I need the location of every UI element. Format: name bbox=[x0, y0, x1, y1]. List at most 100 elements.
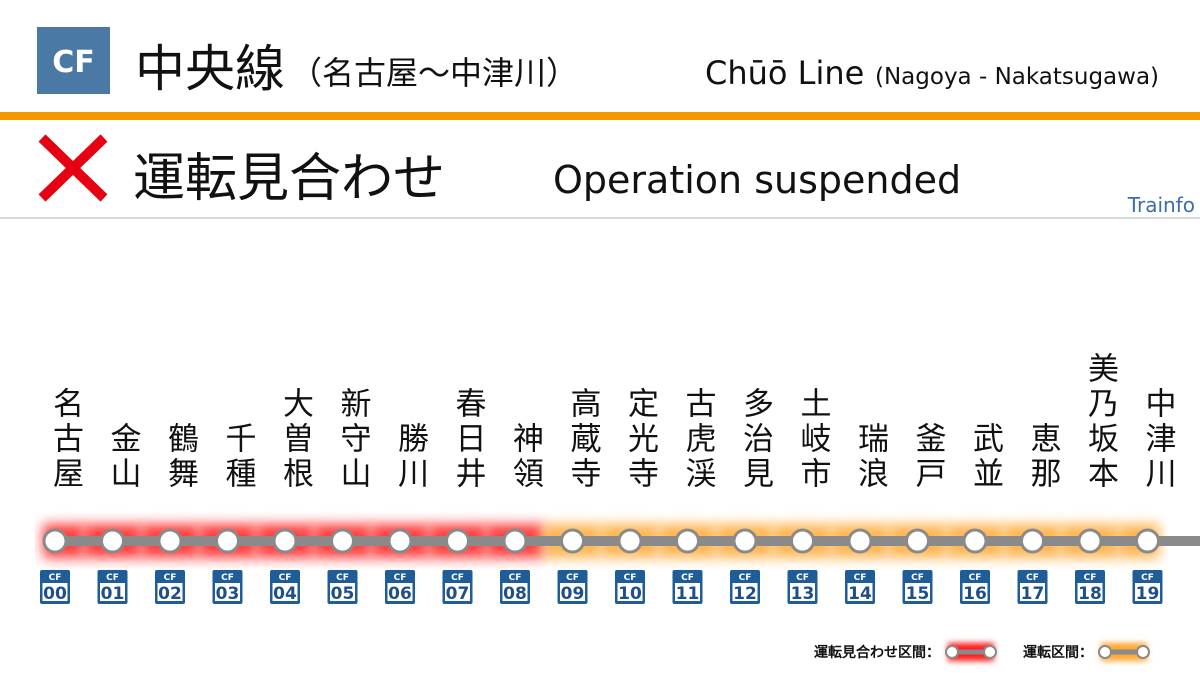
legend-label: 運転区間： bbox=[1023, 644, 1093, 661]
station-name: 恵那 bbox=[1025, 422, 1061, 492]
code-number: 03 bbox=[216, 584, 240, 604]
station-name: 瑞浪 bbox=[852, 422, 888, 492]
code-number: 13 bbox=[791, 584, 815, 604]
code-number-bg bbox=[330, 583, 355, 601]
code-number: 07 bbox=[446, 584, 470, 604]
code-line: CF bbox=[1026, 573, 1039, 583]
cross-icon bbox=[38, 134, 108, 202]
code-line: CF bbox=[911, 573, 924, 583]
station-name: 勝川 bbox=[392, 422, 429, 492]
station-name: 中津川 bbox=[1140, 387, 1177, 492]
code-number: 15 bbox=[906, 584, 930, 604]
legend-dot bbox=[1136, 645, 1150, 659]
station-name: 金山 bbox=[105, 422, 142, 492]
status-label: 運転見合わせ bbox=[133, 149, 445, 209]
code-line: CF bbox=[164, 573, 177, 583]
code-number-bg bbox=[560, 583, 585, 601]
station-dot bbox=[100, 528, 125, 554]
code-line: CF bbox=[336, 573, 349, 583]
code-line: CF bbox=[451, 573, 464, 583]
station-name: 多治見 bbox=[737, 387, 773, 492]
code-number: 17 bbox=[1021, 584, 1045, 604]
legend-dot bbox=[1098, 645, 1112, 659]
station-name: 高蔵寺 bbox=[565, 387, 602, 492]
code-number-bg bbox=[157, 583, 183, 601]
station-name: 名古屋 bbox=[47, 387, 83, 492]
code-number-bg bbox=[1135, 583, 1160, 601]
station-name: 古虎渓 bbox=[680, 387, 716, 492]
code-number-bg bbox=[445, 583, 470, 601]
legend-dot bbox=[945, 645, 959, 659]
station-dot bbox=[445, 528, 470, 554]
code-number: 12 bbox=[733, 584, 757, 604]
station-dot bbox=[1077, 528, 1103, 554]
station-dot bbox=[157, 528, 183, 554]
code-line: CF bbox=[106, 573, 119, 583]
code-line: CF bbox=[1141, 573, 1154, 583]
station-dot bbox=[675, 528, 700, 554]
code-number: 04 bbox=[273, 584, 297, 604]
legend-dot bbox=[983, 645, 997, 659]
station-dot bbox=[502, 528, 528, 554]
station-name: 春日井 bbox=[450, 387, 486, 492]
route: 名古屋CF00金山CF01鶴舞CF02千種CF03大曽根CF04新守山CF05勝… bbox=[40, 352, 1200, 604]
station-name: 土岐市 bbox=[795, 387, 831, 492]
code-number: 09 bbox=[561, 584, 585, 604]
station-name: 千種 bbox=[220, 422, 257, 492]
station-dot bbox=[617, 528, 643, 554]
code-number-bg bbox=[732, 583, 758, 601]
legend-label: 運転見合わせ区間： bbox=[814, 644, 940, 661]
station-name: 美乃坂本 bbox=[1082, 352, 1119, 492]
code-line: CF bbox=[221, 573, 234, 583]
station-name: 鶴舞 bbox=[162, 422, 199, 492]
code-number-bg bbox=[215, 583, 240, 601]
code-number: 02 bbox=[158, 584, 182, 604]
code-number: 10 bbox=[618, 584, 642, 604]
code-line: CF bbox=[49, 573, 62, 583]
station-dot bbox=[1135, 528, 1160, 554]
code-number-bg bbox=[617, 583, 643, 601]
subtitle: （名古屋〜中津川） bbox=[290, 54, 578, 92]
station-dot bbox=[732, 528, 758, 554]
code-line: CF bbox=[739, 573, 752, 583]
code-number: 18 bbox=[1078, 584, 1102, 604]
code-line: CF bbox=[509, 573, 522, 583]
code-number-bg bbox=[387, 583, 413, 601]
code-number-bg bbox=[675, 583, 700, 601]
code-number-bg bbox=[100, 583, 125, 601]
subtitle-en: (Nagoya - Nakatsugawa) bbox=[875, 64, 1159, 90]
station-name: 新守山 bbox=[335, 387, 371, 492]
code-number-bg bbox=[1077, 583, 1103, 601]
code-line: CF bbox=[796, 573, 809, 583]
code-number: 19 bbox=[1136, 584, 1160, 604]
code-number: 00 bbox=[43, 584, 67, 604]
line-color-bar bbox=[0, 112, 1200, 120]
station-dot bbox=[1020, 528, 1045, 554]
code-number-bg bbox=[42, 583, 68, 601]
code-line: CF bbox=[624, 573, 637, 583]
code-number: 06 bbox=[388, 584, 412, 604]
code-number-bg bbox=[847, 583, 873, 601]
station-name: 神領 bbox=[507, 422, 544, 492]
code-number: 08 bbox=[503, 584, 527, 604]
line-badge bbox=[37, 27, 110, 94]
legend: 運転見合わせ区間： 運転区間： bbox=[814, 643, 1150, 661]
brand: Trainfo bbox=[1127, 193, 1195, 217]
code-number-bg bbox=[790, 583, 815, 601]
station-name: 大曽根 bbox=[277, 387, 313, 492]
code-number-bg bbox=[1020, 583, 1045, 601]
station-dot bbox=[962, 528, 988, 554]
status-label-en: Operation suspended bbox=[553, 158, 961, 202]
station-dot bbox=[560, 528, 585, 554]
code-number: 01 bbox=[101, 584, 125, 604]
title: 中央線 bbox=[135, 40, 285, 98]
station-name: 定光寺 bbox=[622, 387, 658, 492]
station-dot bbox=[387, 528, 413, 554]
station-dot bbox=[42, 528, 68, 554]
code-line: CF bbox=[1084, 573, 1097, 583]
code-number-bg bbox=[905, 583, 930, 601]
station-dot bbox=[330, 528, 355, 554]
station-dot bbox=[905, 528, 930, 554]
station-name: 武並 bbox=[967, 422, 1003, 492]
